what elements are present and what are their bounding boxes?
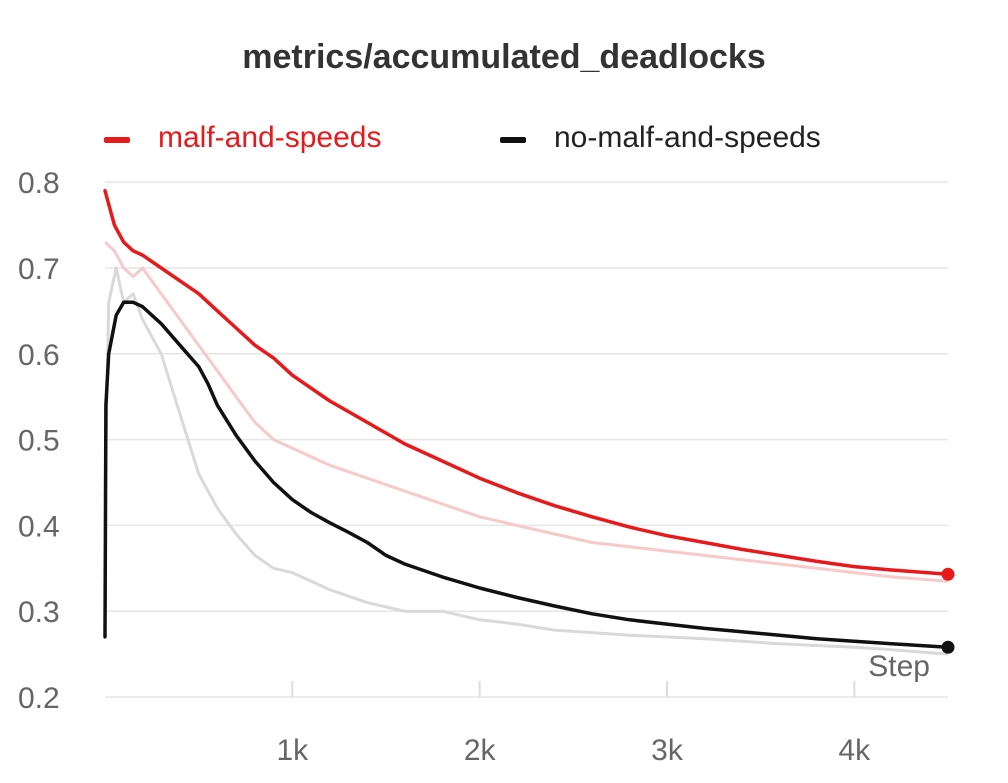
- raw-line-malf-and-speeds: [103, 241, 949, 583]
- y-tick-label: 0.5: [18, 425, 60, 458]
- y-tick-label: 0.8: [18, 167, 60, 200]
- y-tick-label: 0.3: [18, 596, 60, 629]
- x-axis-ticks: [291, 681, 856, 697]
- chart-title: metrics/accumulated_deadlocks: [242, 38, 766, 76]
- grid-lines: [105, 181, 948, 698]
- line-malf-and-speeds[interactable]: [103, 188, 950, 577]
- y-tick-label: 0.6: [18, 339, 60, 372]
- y-tick-label: 0.2: [18, 682, 60, 715]
- legend-label-no-malf-and-speeds: no-malf-and-speeds: [554, 121, 821, 154]
- series-endpoints: [941, 567, 955, 654]
- legend-label-malf-and-speeds: malf-and-speeds: [158, 121, 382, 154]
- raw-series-lines: [103, 241, 949, 656]
- y-tick-label: 0.4: [18, 510, 60, 543]
- legend-swatch-no-malf-and-speeds: [500, 137, 526, 143]
- x-tick-label: 3k: [651, 734, 684, 767]
- x-axis-label: Step: [868, 650, 930, 683]
- legend-swatch-malf-and-speeds: [104, 137, 130, 143]
- x-axis-tick-labels: 1k 2k 3k 4k: [276, 734, 871, 767]
- endpoint-malf-and-speeds[interactable]: [941, 567, 955, 581]
- endpoint-no-malf-and-speeds[interactable]: [941, 640, 955, 654]
- x-tick-label: 4k: [838, 734, 871, 767]
- series-lines: [103, 188, 950, 649]
- raw-line-no-malf-and-speeds: [103, 266, 949, 656]
- y-axis-tick-labels: 0.2 0.3 0.4 0.5 0.6 0.7 0.8: [18, 167, 60, 715]
- line-no-malf-and-speeds[interactable]: [103, 300, 950, 649]
- x-tick-label: 2k: [464, 734, 497, 767]
- x-tick-label: 1k: [276, 734, 309, 767]
- y-tick-label: 0.7: [18, 253, 60, 286]
